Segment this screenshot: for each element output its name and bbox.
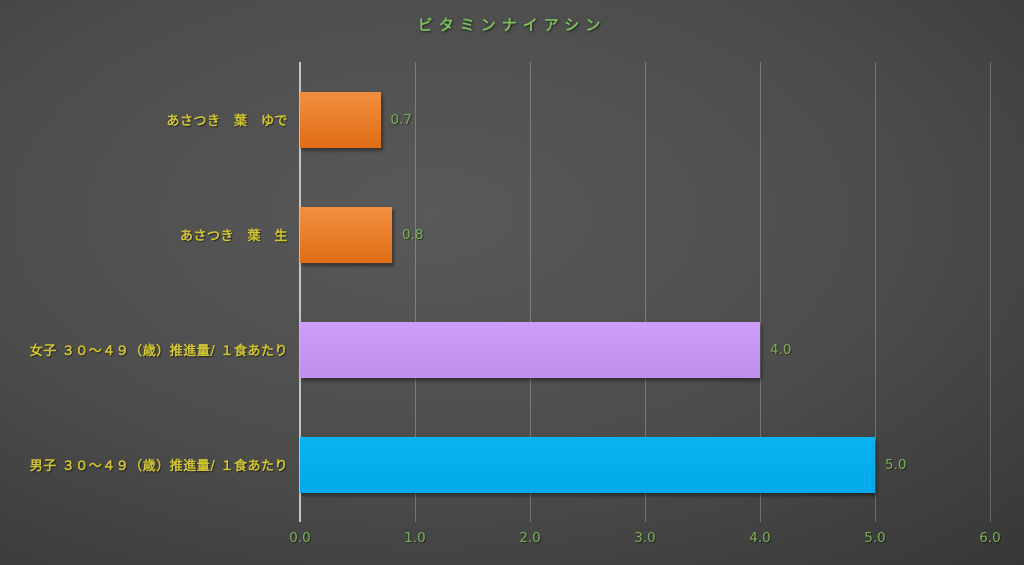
x-axis-tick-label: 2.0 (519, 530, 541, 546)
data-value-label: 0.7 (390, 111, 412, 128)
bar-row: 0.7 (300, 62, 990, 177)
data-value-label: 4.0 (770, 341, 792, 358)
y-axis-line (299, 62, 301, 522)
gridline (759, 62, 761, 522)
plot-area: 0.7 0.8 4.0 5.0 (299, 62, 991, 522)
chart-title: ビタミンナイアシン (417, 16, 607, 34)
gridline (414, 62, 416, 522)
data-value-label: 0.8 (402, 226, 424, 243)
bar-series-4 (300, 436, 875, 493)
bar-row: 4.0 (300, 292, 990, 407)
bar-series-2 (300, 206, 392, 263)
x-axis-tick-label: 1.0 (404, 530, 426, 546)
category-label: 男子 ３０～４９（歳）推進量/ １食あたり (29, 459, 288, 474)
x-axis-labels: 0.0 1.0 2.0 3.0 4.0 5.0 6.0 (289, 530, 1000, 550)
gridline (529, 62, 531, 522)
gridline (644, 62, 646, 522)
category-label: 女子 ３０～４９（歳）推進量/ １食あたり (29, 344, 288, 359)
x-axis-tick-label: 5.0 (864, 530, 886, 546)
bar-series-3 (300, 321, 760, 378)
bar-row: 0.8 (300, 177, 990, 292)
x-axis-tick-label: 0.0 (289, 530, 311, 546)
category-labels: あさつき 葉 ゆであさつき 葉 生女子 ３０～４９（歳）推進量/ １食あたり 男子… (0, 62, 300, 522)
category-label: あさつき 葉 ゆで (166, 114, 288, 129)
bar-row: 5.0 (300, 407, 990, 522)
gridline (874, 62, 876, 522)
data-value-label: 5.0 (885, 456, 907, 473)
x-axis-tick-label: 4.0 (749, 530, 771, 546)
gridline (989, 62, 991, 522)
category-label: あさつき 葉 生 (179, 229, 288, 244)
bar-series-1 (300, 91, 381, 148)
x-axis-tick-label: 6.0 (979, 530, 1001, 546)
x-axis-tick-label: 3.0 (634, 530, 656, 546)
